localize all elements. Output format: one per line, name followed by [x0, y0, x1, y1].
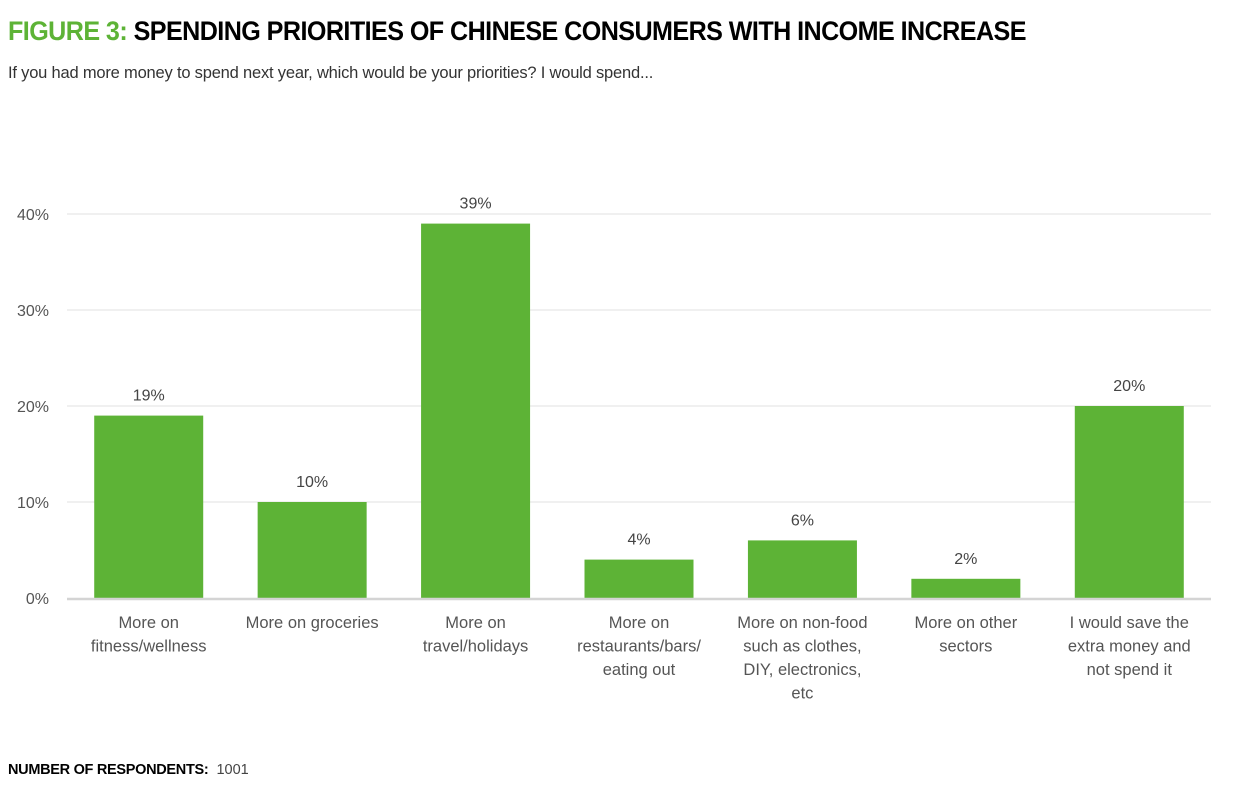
category-label: More on travel/holidays [423, 614, 528, 656]
figure-label: FIGURE 3: [8, 16, 128, 46]
category-label: I would save the extra money and not spend… [1068, 614, 1191, 679]
category-label-line: More on [445, 614, 506, 632]
category-label-line: More on [118, 614, 179, 632]
category-label: More on other sectors [914, 614, 1017, 656]
y-tick-label: 10% [17, 495, 49, 512]
chart-subtitle: If you had more money to spend next year… [8, 64, 654, 82]
data-label: 39% [460, 196, 492, 213]
category-label-line: travel/holidays [423, 638, 528, 656]
data-labels: 19% 10% 39% 4% 6% 2% 20% [133, 196, 1146, 568]
bar [584, 559, 694, 598]
bar [1074, 406, 1184, 598]
category-label-line: eating out [603, 661, 676, 679]
category-label-line: sectors [939, 638, 992, 656]
category-label: More on restaurants/bars/eating out [577, 614, 701, 679]
bar [94, 415, 204, 598]
category-label-line: not spend it [1087, 661, 1173, 679]
data-label: 20% [1113, 378, 1145, 395]
category-label-line: DIY, electronics, [743, 661, 861, 679]
category-label: More on groceries [246, 614, 379, 632]
category-label-line: restaurants/bars/ [577, 638, 701, 656]
category-label-line: etc [791, 685, 813, 703]
data-label: 2% [954, 551, 977, 568]
data-label: 19% [133, 388, 165, 405]
data-label: 10% [296, 474, 328, 491]
y-axis-ticks: 0% 10% 20% 30% 40% [17, 207, 49, 608]
category-label-line: extra money and [1068, 638, 1191, 656]
category-label-line: More on non-food [737, 614, 867, 632]
gridlines [67, 213, 1211, 503]
category-label-line: More on other [914, 614, 1017, 632]
bar [747, 540, 857, 598]
y-tick-label: 40% [17, 207, 49, 224]
bar [421, 223, 531, 598]
category-label-line: fitness/wellness [91, 638, 207, 656]
bar [257, 502, 367, 598]
category-label-line: I would save the [1070, 614, 1189, 632]
category-labels: More on fitness/wellness More on groceries… [91, 614, 1191, 703]
bars [94, 223, 1184, 598]
respondents-label: NUMBER OF RESPONDENTS: [8, 762, 209, 778]
y-tick-label: 30% [17, 303, 49, 320]
y-tick-label: 20% [17, 399, 49, 416]
category-label-line: such as clothes, [743, 638, 861, 656]
y-tick-label: 0% [26, 591, 49, 608]
chart-title: FIGURE 3: SPENDING PRIORITIES OF CHINESE… [8, 16, 1026, 47]
respondents-note: NUMBER OF RESPONDENTS: 1001 [8, 762, 249, 778]
data-label: 6% [791, 512, 814, 529]
category-label-line: More on groceries [246, 614, 379, 632]
title-text: SPENDING PRIORITIES OF CHINESE CONSUMERS… [133, 16, 1027, 46]
respondents-count: 1001 [216, 762, 249, 778]
category-label: More on non-food such as clothes, DIY, ele… [737, 614, 867, 703]
bar [911, 578, 1021, 598]
category-label: More on fitness/wellness [91, 614, 207, 656]
data-label: 4% [627, 532, 650, 549]
category-label-line: More on [609, 614, 670, 632]
